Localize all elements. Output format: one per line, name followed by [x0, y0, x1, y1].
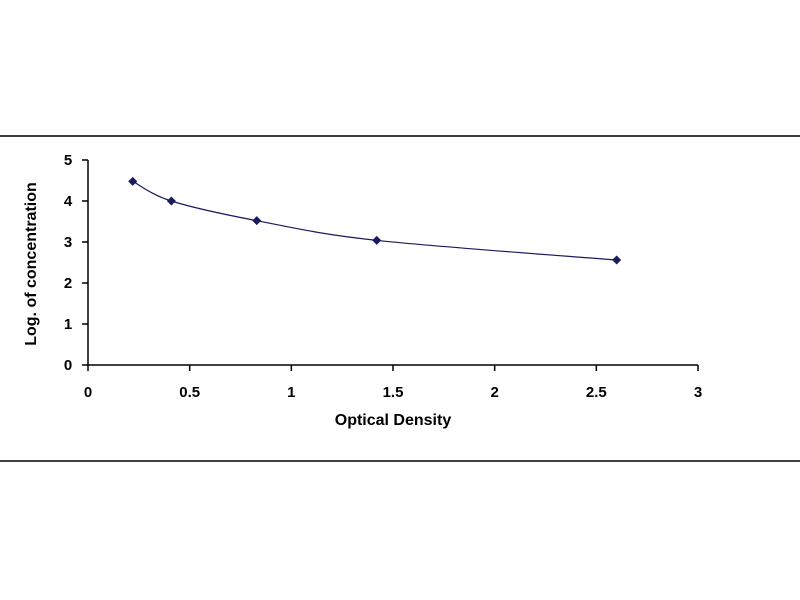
trend-curve [132, 180, 617, 261]
data-point [128, 176, 138, 186]
x-tick-label: 0 [84, 384, 92, 401]
y-tick-label: 2 [64, 275, 72, 292]
x-tick-label: 0.5 [179, 384, 200, 401]
data-point [372, 235, 382, 245]
y-tick-label: 3 [64, 234, 72, 251]
y-tick-labels: 0 1 2 3 4 5 [64, 152, 73, 374]
y-ticks [82, 159, 88, 366]
x-tick-label: 1 [287, 384, 295, 401]
x-tick-label: 2 [490, 384, 498, 401]
data-point [612, 255, 622, 265]
x-ticks [87, 365, 699, 371]
y-tick-label: 0 [64, 357, 72, 374]
x-axis-title: Optical Density [335, 412, 452, 429]
x-tick-label: 1.5 [383, 384, 404, 401]
y-axis-title: Log. of concentration [23, 182, 40, 346]
data-point [252, 216, 262, 226]
y-tick-label: 4 [64, 193, 73, 210]
data-point [166, 196, 176, 206]
x-tick-label: 3 [694, 384, 702, 401]
data-points [128, 176, 622, 265]
x-tick-label: 2.5 [586, 384, 607, 401]
y-tick-label: 5 [64, 152, 72, 169]
y-tick-label: 1 [64, 316, 72, 333]
x-tick-labels: 0 0.5 1 1.5 2 2.5 3 [84, 384, 702, 401]
